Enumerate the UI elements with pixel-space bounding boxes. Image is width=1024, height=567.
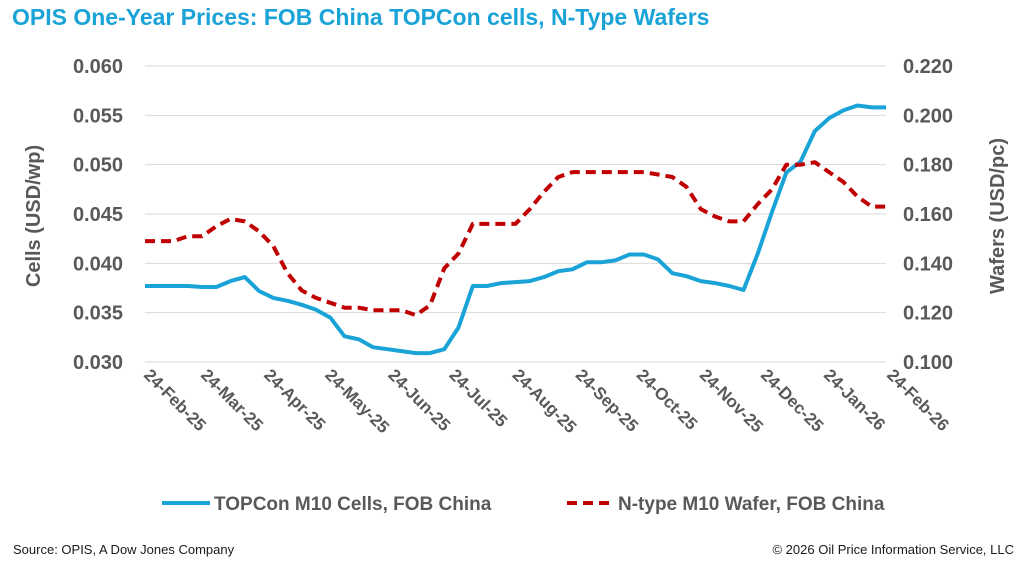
legend-label-wafer: N-type M10 Wafer, FOB China bbox=[618, 494, 885, 515]
x-tick-label: 24-Aug-25 bbox=[509, 365, 581, 437]
left-tick-label: 0.050 bbox=[73, 155, 123, 177]
right-tick-label: 0.100 bbox=[903, 352, 953, 374]
x-tick-label: 24-Jan-26 bbox=[820, 365, 889, 434]
x-axis-ticks: 24-Feb-2524-Mar-2524-Apr-2524-May-2524-J… bbox=[140, 365, 953, 437]
right-axis-ticks: 0.220 0.200 0.180 0.160 0.140 0.120 0.100 bbox=[903, 56, 953, 374]
x-tick-label: 24-May-25 bbox=[321, 365, 393, 437]
right-tick-label: 0.180 bbox=[903, 155, 953, 177]
chart-title: OPIS One-Year Prices: FOB China TOPCon c… bbox=[12, 4, 710, 30]
series-lines bbox=[145, 103, 886, 356]
x-tick-label: 24-Apr-25 bbox=[260, 365, 329, 434]
series-line-cells bbox=[145, 103, 886, 356]
right-axis-label: Wafers (USD/pc) bbox=[987, 138, 1009, 294]
left-tick-label: 0.030 bbox=[73, 352, 123, 374]
x-tick-label: 24-Dec-25 bbox=[757, 365, 827, 435]
right-tick-label: 0.200 bbox=[903, 105, 953, 127]
legend: TOPCon M10 Cells, FOB China N-type M10 W… bbox=[162, 494, 885, 515]
gridlines bbox=[145, 65, 886, 363]
x-tick-label: 24-Jun-25 bbox=[384, 365, 454, 435]
left-axis-label: Cells (USD/wp) bbox=[23, 145, 45, 287]
x-tick-label: 24-Oct-25 bbox=[633, 365, 701, 433]
left-tick-label: 0.040 bbox=[73, 253, 123, 275]
left-axis-ticks: 0.060 0.055 0.050 0.045 0.040 0.035 0.030 bbox=[73, 56, 123, 374]
source-note: Source: OPIS, A Dow Jones Company bbox=[13, 542, 235, 557]
right-tick-label: 0.220 bbox=[903, 56, 953, 78]
left-tick-label: 0.060 bbox=[73, 56, 123, 78]
x-tick-label: 24-Sep-25 bbox=[572, 365, 642, 435]
x-tick-label: 24-Feb-26 bbox=[883, 365, 953, 435]
right-tick-label: 0.120 bbox=[903, 303, 953, 325]
left-tick-label: 0.045 bbox=[73, 204, 123, 226]
x-tick-label: 24-Nov-25 bbox=[696, 365, 767, 436]
copyright-note: © 2026 Oil Price Information Service, LL… bbox=[772, 542, 1014, 557]
x-tick-label: 24-Mar-25 bbox=[197, 365, 267, 435]
left-tick-label: 0.035 bbox=[73, 303, 123, 325]
left-tick-label: 0.055 bbox=[73, 105, 123, 127]
legend-label-cells: TOPCon M10 Cells, FOB China bbox=[214, 494, 492, 515]
right-tick-label: 0.160 bbox=[903, 204, 953, 226]
right-tick-label: 0.140 bbox=[903, 253, 953, 275]
series-line-wafers bbox=[145, 160, 886, 318]
x-tick-label: 24-Jul-25 bbox=[446, 365, 512, 431]
